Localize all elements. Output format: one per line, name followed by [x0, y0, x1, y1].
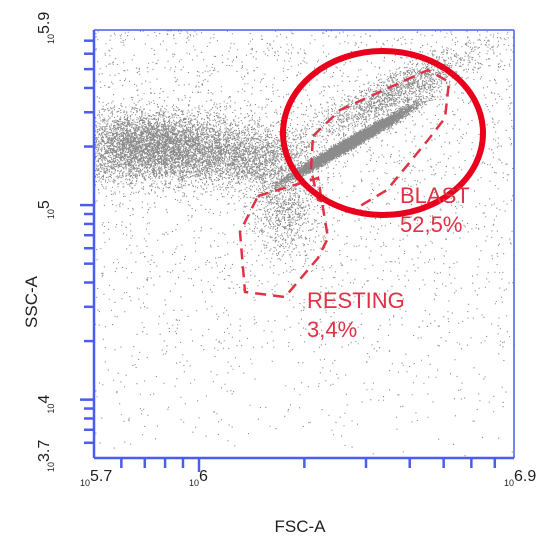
y-tick-label-exp: 5.9: [36, 12, 53, 34]
y-tick-label-base: 10: [46, 34, 56, 44]
y-tick-label-base: 10: [46, 462, 56, 472]
y-tick-label: 105.9: [36, 12, 56, 44]
y-tick-label: 103.7: [36, 440, 56, 472]
gate-blast-outline: [309, 68, 451, 214]
event-dots-path: [94, 30, 515, 457]
y-tick-label-group: 104: [36, 395, 56, 414]
y-tick-label-base: 10: [46, 404, 56, 414]
x-tick-label-base: 10: [504, 478, 514, 488]
gate-resting: [238, 176, 330, 299]
x-tick-label-exp: 6.9: [514, 468, 536, 485]
gate-blast: [309, 68, 451, 214]
y-tick-label-base: 10: [46, 209, 56, 219]
y-tick-label: 105: [36, 200, 56, 219]
x-tick-label-exp: 6: [199, 468, 208, 485]
x-tick-label-base: 10: [189, 478, 199, 488]
x-tick-label: 105.7: [80, 468, 112, 488]
gate-blast-name: BLAST: [400, 183, 470, 208]
y-tick-label-group: 103.7: [36, 440, 56, 472]
y-tick-label-group: 105.9: [36, 12, 56, 44]
y-tick-label-group: 105: [36, 200, 56, 219]
x-tick-label: 106: [189, 468, 208, 488]
x-tick-label: 106.9: [504, 468, 536, 488]
gate-resting-outline: [238, 176, 330, 299]
gate-blast-value: 52,5%: [400, 212, 462, 237]
x-tick-label-exp: 5.7: [90, 468, 112, 485]
x-axis-title: FSC-A: [275, 517, 327, 536]
y-tick-label-exp: 3.7: [36, 440, 53, 462]
gate-resting-value: 3,4%: [307, 317, 357, 342]
event-dots: [94, 30, 515, 457]
x-tick-label-base: 10: [80, 478, 90, 488]
y-tick-label: 104: [36, 395, 56, 414]
y-tick-label-exp: 5: [36, 200, 53, 209]
highlight-circle: [280, 48, 486, 218]
gate-resting-name: RESTING: [307, 288, 405, 313]
y-axis-title: SSC-A: [22, 275, 41, 328]
y-tick-label-exp: 4: [36, 395, 53, 404]
